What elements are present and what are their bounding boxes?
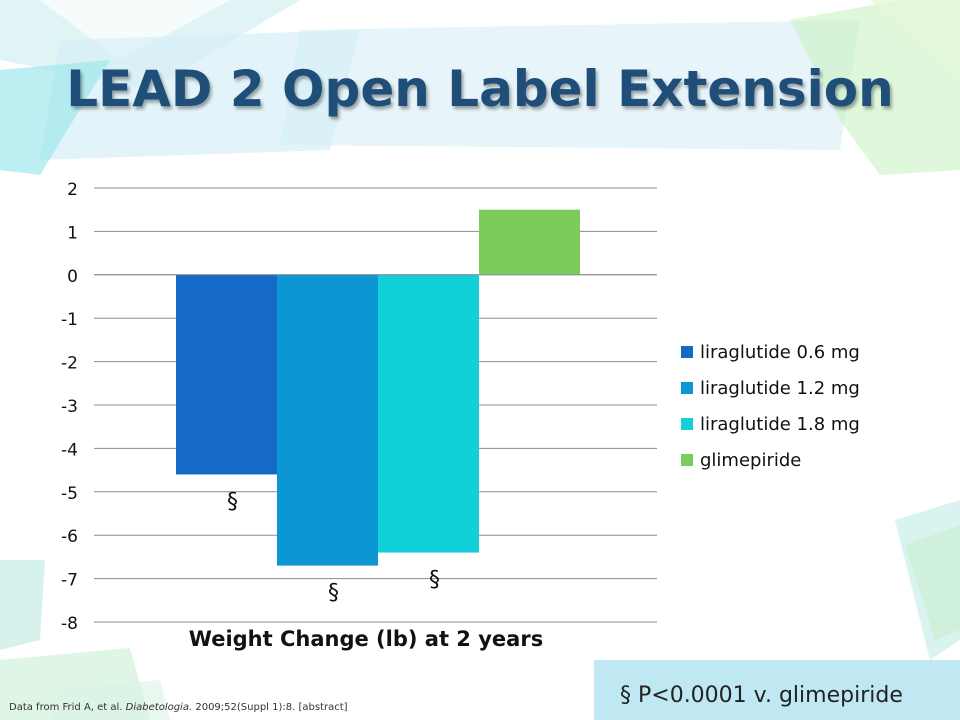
significance-marker: § [328, 581, 339, 606]
citation-journal: Diabetologia. [125, 702, 193, 713]
legend-label: liraglutide 1.2 mg [700, 378, 860, 399]
legend-swatch [681, 454, 693, 466]
bar-liraglutide-1-2 [277, 274, 378, 566]
y-tick-label: -1 [61, 310, 78, 330]
bar-annotations: § § § [227, 489, 440, 605]
y-tick-label: -7 [61, 571, 78, 591]
footnote-box [594, 660, 960, 720]
citation-suffix: 2009;52(Suppl 1):8. [abstract] [195, 702, 348, 713]
bar-liraglutide-0-6 [176, 274, 277, 475]
y-tick-label: 1 [67, 223, 78, 243]
x-axis-label: Weight Change (lb) at 2 years [189, 627, 543, 651]
legend-swatch [681, 418, 693, 430]
legend: liraglutide 0.6 mg liraglutide 1.2 mg lira… [681, 342, 860, 471]
bar-glimepiride [479, 209, 580, 275]
slide-title: LEAD 2 Open Label Extension [66, 60, 894, 118]
legend-swatch [681, 346, 693, 358]
y-axis: 2 1 0 -1 -2 -3 -4 -5 -6 -7 -8 [61, 180, 78, 634]
y-tick-label: 0 [67, 267, 78, 287]
bar-liraglutide-1-8 [378, 274, 479, 553]
y-tick-label: -2 [61, 354, 78, 374]
legend-label: liraglutide 0.6 mg [700, 342, 860, 363]
y-tick-label: -6 [61, 527, 78, 547]
y-tick-label: -8 [61, 614, 78, 634]
bars [94, 209, 657, 566]
y-tick-label: 2 [67, 180, 78, 200]
legend-label: glimepiride [700, 450, 801, 471]
significance-marker: § [227, 489, 238, 514]
legend-label: liraglutide 1.8 mg [700, 414, 860, 435]
y-tick-label: -3 [61, 397, 78, 417]
significance-marker: § [429, 568, 440, 593]
y-tick-label: -4 [61, 440, 78, 460]
citation: Data from Frid A, et al. Diabetologia. 2… [9, 702, 348, 713]
citation-prefix: Data from Frid A, et al. [9, 702, 123, 713]
significance-footnote: § P<0.0001 v. glimepiride [620, 683, 903, 708]
legend-swatch [681, 382, 693, 394]
y-tick-label: -5 [61, 484, 78, 504]
